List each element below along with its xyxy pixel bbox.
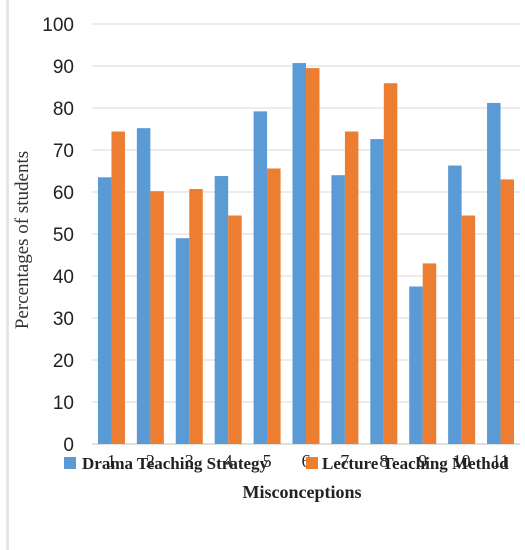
y-tick-label: 70 [53,141,74,162]
bar-drama-11 [487,102,501,445]
x-tick-label: 1 [107,451,116,471]
bar-drama-1 [97,177,112,445]
bar-lecture-4 [228,215,242,444]
y-tick-label: 80 [53,99,74,120]
bar-drama-6 [292,63,306,445]
legend-label: Lecture Teaching Method [322,454,509,473]
legend-label: Drama Teaching Strategy [82,454,269,473]
left-border-strip [6,0,9,550]
legend-item-lecture: Lecture Teaching Method [306,454,509,473]
bar-lecture-2 [150,191,164,444]
legend-swatch [64,457,76,469]
x-tick-label: 11 [492,451,509,471]
x-tick-label: 7 [340,451,349,471]
bar-drama-2 [136,128,151,444]
legend: Drama Teaching Strategy Lecture Teaching … [64,454,509,473]
y-tick-label: 60 [53,183,74,204]
bars [97,63,515,445]
y-axis-ticks: 0 10 20 30 40 50 60 70 80 90 100 [42,15,74,456]
bar-lecture-11 [500,179,515,444]
y-tick-label: 30 [53,309,74,330]
y-tick-label: 0 [63,435,74,456]
x-tick-label: 4 [224,451,233,471]
y-tick-label: 40 [53,267,74,288]
bar-lecture-9 [422,263,437,444]
legend-item-drama: Drama Teaching Strategy [64,454,269,473]
bar-lecture-1 [111,131,125,444]
bar-drama-7 [331,175,345,444]
y-tick-label: 20 [53,351,74,372]
bar-drama-9 [409,286,423,444]
x-tick-label: 5 [263,451,272,471]
x-tick-label: 2 [146,451,155,471]
x-axis-title: Misconceptions [243,482,362,502]
bar-drama-3 [175,238,190,444]
bar-lecture-10 [461,215,476,444]
x-tick-label: 10 [453,451,471,471]
bar-drama-10 [448,165,462,445]
bar-lecture-6 [306,68,320,444]
x-tick-label: 3 [185,451,194,471]
bar-lecture-8 [383,83,398,444]
y-axis-title: Percentages of students [12,151,33,329]
x-axis-ticks: 1234567891011 [107,451,509,471]
bar-lecture-5 [267,168,281,445]
bar-drama-8 [370,139,384,444]
bar-drama-5 [253,111,268,445]
y-tick-label: 90 [53,57,74,78]
bar-lecture-3 [189,189,203,444]
x-tick-label: 9 [418,451,427,471]
bar-lecture-7 [344,131,359,444]
y-tick-label: 50 [53,225,74,246]
legend-swatch [306,457,318,469]
x-tick-label: 8 [379,451,388,471]
y-tick-label: 100 [42,15,74,36]
y-tick-label: 10 [53,393,74,414]
bar-drama-4 [214,176,229,445]
